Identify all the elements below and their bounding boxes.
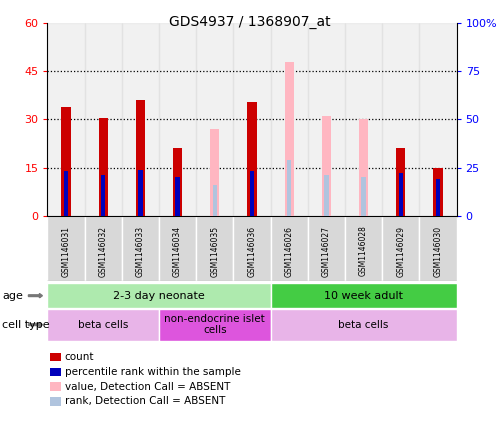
- Bar: [345, 23, 382, 216]
- Bar: [159, 23, 196, 216]
- Text: GSM1146032: GSM1146032: [99, 225, 108, 277]
- Bar: [175, 177, 180, 216]
- Bar: [159, 216, 196, 281]
- Text: GSM1146030: GSM1146030: [434, 225, 443, 277]
- Text: non-endocrine islet
cells: non-endocrine islet cells: [165, 314, 265, 335]
- Text: GDS4937 / 1368907_at: GDS4937 / 1368907_at: [169, 15, 330, 29]
- Bar: [234, 23, 270, 216]
- Bar: [270, 216, 308, 281]
- Text: beta cells: beta cells: [338, 320, 389, 330]
- Bar: [308, 23, 345, 216]
- Text: GSM1146034: GSM1146034: [173, 225, 182, 277]
- Bar: [270, 309, 457, 341]
- Bar: [159, 309, 270, 341]
- Text: GSM1146027: GSM1146027: [322, 225, 331, 277]
- Bar: [433, 168, 443, 216]
- Text: beta cells: beta cells: [78, 320, 128, 330]
- Bar: [324, 175, 329, 216]
- Text: GSM1146029: GSM1146029: [396, 225, 405, 277]
- Bar: [419, 23, 457, 216]
- Bar: [213, 185, 217, 216]
- Text: 2-3 day neonate: 2-3 day neonate: [113, 291, 205, 301]
- Bar: [234, 216, 270, 281]
- Text: rank, Detection Call = ABSENT: rank, Detection Call = ABSENT: [65, 396, 225, 407]
- Text: GSM1146035: GSM1146035: [210, 225, 219, 277]
- Bar: [136, 100, 145, 216]
- Bar: [270, 23, 308, 216]
- Bar: [345, 216, 382, 281]
- Bar: [308, 216, 345, 281]
- Bar: [359, 119, 368, 216]
- Text: 10 week adult: 10 week adult: [324, 291, 403, 301]
- Text: GSM1146026: GSM1146026: [285, 225, 294, 277]
- Bar: [361, 177, 366, 216]
- Bar: [61, 107, 71, 216]
- Bar: [287, 160, 291, 216]
- Bar: [436, 179, 440, 216]
- Bar: [322, 116, 331, 216]
- Bar: [47, 309, 159, 341]
- Bar: [85, 23, 122, 216]
- Bar: [101, 175, 105, 216]
- Bar: [99, 118, 108, 216]
- Bar: [210, 129, 220, 216]
- Text: value, Detection Call = ABSENT: value, Detection Call = ABSENT: [65, 382, 230, 392]
- Bar: [138, 170, 143, 216]
- Bar: [85, 216, 122, 281]
- Bar: [47, 216, 85, 281]
- Bar: [248, 102, 256, 216]
- Bar: [396, 148, 405, 216]
- Bar: [382, 216, 419, 281]
- Text: percentile rank within the sample: percentile rank within the sample: [65, 367, 241, 377]
- Text: GSM1146033: GSM1146033: [136, 225, 145, 277]
- Bar: [47, 283, 270, 308]
- Bar: [173, 148, 182, 216]
- Bar: [196, 23, 234, 216]
- Bar: [419, 216, 457, 281]
- Bar: [122, 23, 159, 216]
- Text: GSM1146031: GSM1146031: [61, 225, 70, 277]
- Bar: [122, 216, 159, 281]
- Text: age: age: [2, 291, 23, 301]
- Text: GSM1146028: GSM1146028: [359, 225, 368, 277]
- Bar: [382, 23, 419, 216]
- Bar: [47, 23, 85, 216]
- Bar: [284, 62, 294, 216]
- Bar: [250, 171, 254, 216]
- Bar: [64, 171, 68, 216]
- Bar: [399, 173, 403, 216]
- Text: GSM1146036: GSM1146036: [248, 225, 256, 277]
- Text: cell type: cell type: [2, 320, 50, 330]
- Bar: [196, 216, 234, 281]
- Bar: [270, 283, 457, 308]
- Text: count: count: [65, 352, 94, 362]
